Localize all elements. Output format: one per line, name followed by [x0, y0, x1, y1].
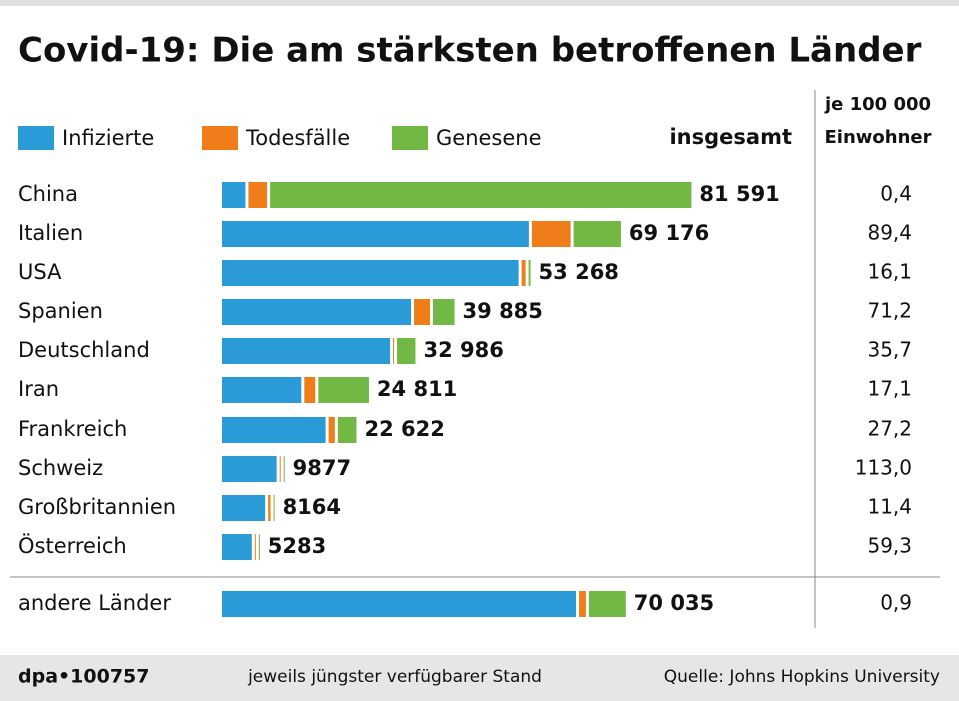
category-label: Deutschland: [18, 338, 150, 362]
bar-segment: [268, 495, 271, 521]
total-label: 32 986: [423, 338, 503, 362]
rate-label: 35,7: [867, 338, 912, 362]
rate-header: Einwohner: [825, 127, 932, 148]
bar-segment: [283, 456, 285, 482]
rate-label: 0,9: [880, 591, 912, 615]
rate-header: je 100 000: [824, 94, 931, 115]
category-label: Österreich: [18, 533, 127, 558]
bar-segment: [222, 591, 577, 617]
legend-swatch: [392, 126, 428, 150]
bar-segment: [528, 260, 531, 286]
total-label: 24 811: [377, 377, 457, 401]
total-label: 5283: [268, 534, 326, 558]
legend-label: Genesene: [436, 126, 542, 150]
rate-label: 0,4: [880, 182, 912, 206]
rate-label: 11,4: [867, 495, 912, 519]
category-label: andere Länder: [18, 591, 171, 615]
legend-label: Infizierte: [62, 126, 154, 150]
total-label: 9877: [293, 456, 351, 480]
bar-segment: [318, 377, 369, 403]
bar-segment: [304, 377, 316, 403]
chart-title: Covid-19: Die am stärksten betroffenen L…: [18, 31, 922, 71]
bar-segment: [222, 182, 246, 208]
legend-swatch: [18, 126, 54, 150]
bar-segment: [222, 260, 519, 286]
bar-segment: [270, 182, 692, 208]
category-label: Frankreich: [18, 417, 127, 441]
category-label: China: [18, 182, 78, 206]
total-label: 70 035: [634, 591, 714, 615]
rate-label: 16,1: [867, 260, 912, 284]
bar-segment: [588, 591, 626, 617]
category-label: Iran: [18, 377, 59, 401]
bar-segment: [279, 456, 281, 482]
total-label: 69 176: [629, 221, 709, 245]
bar-segment: [222, 495, 266, 521]
bar-segment: [531, 221, 571, 247]
bar-segment: [393, 338, 395, 364]
bar-segment: [521, 260, 526, 286]
total-label: 8164: [283, 495, 341, 519]
bar-segment: [328, 417, 335, 443]
bar-segment: [222, 417, 326, 443]
bar-segment: [248, 182, 268, 208]
total-label: 22 622: [364, 417, 444, 441]
bar-segment: [222, 338, 391, 364]
bar-segment: [222, 221, 529, 247]
bar-segment: [414, 299, 430, 325]
total-label: 53 268: [539, 260, 619, 284]
bar-segment: [222, 377, 302, 403]
total-label: 39 885: [463, 299, 543, 323]
rate-label: 17,1: [867, 377, 912, 401]
bar-segment: [254, 534, 256, 560]
category-label: Großbritannien: [18, 495, 176, 519]
rate-label: 27,2: [867, 417, 912, 441]
rate-label: 59,3: [867, 534, 912, 558]
total-label: 81 591: [699, 182, 779, 206]
bar-segment: [222, 456, 277, 482]
footer-source: Quelle: Johns Hopkins University: [664, 667, 940, 687]
bar-segment: [397, 338, 416, 364]
bar-segment: [222, 534, 252, 560]
rate-label: 71,2: [867, 299, 912, 323]
totals-header: insgesamt: [669, 125, 792, 149]
bar-segment: [258, 534, 260, 560]
legend-swatch: [202, 126, 238, 150]
category-label: USA: [18, 260, 62, 284]
legend-label: Todesfälle: [245, 126, 350, 150]
bar-segment: [432, 299, 455, 325]
footer-bar: [0, 655, 959, 701]
category-label: Spanien: [18, 299, 103, 323]
bar-segment: [579, 591, 586, 617]
rate-label: 89,4: [867, 221, 912, 245]
footer-note: jeweils jüngster verfügbarer Stand: [247, 667, 542, 687]
bar-segment: [573, 221, 621, 247]
bar-segment: [222, 299, 412, 325]
bar-segment: [337, 417, 357, 443]
category-label: Italien: [18, 221, 83, 245]
top-rule: [0, 0, 959, 6]
bar-segment: [273, 495, 275, 521]
rate-label: 113,0: [855, 456, 912, 480]
footer-id: dpa•100757: [18, 666, 150, 688]
category-label: Schweiz: [18, 456, 103, 480]
